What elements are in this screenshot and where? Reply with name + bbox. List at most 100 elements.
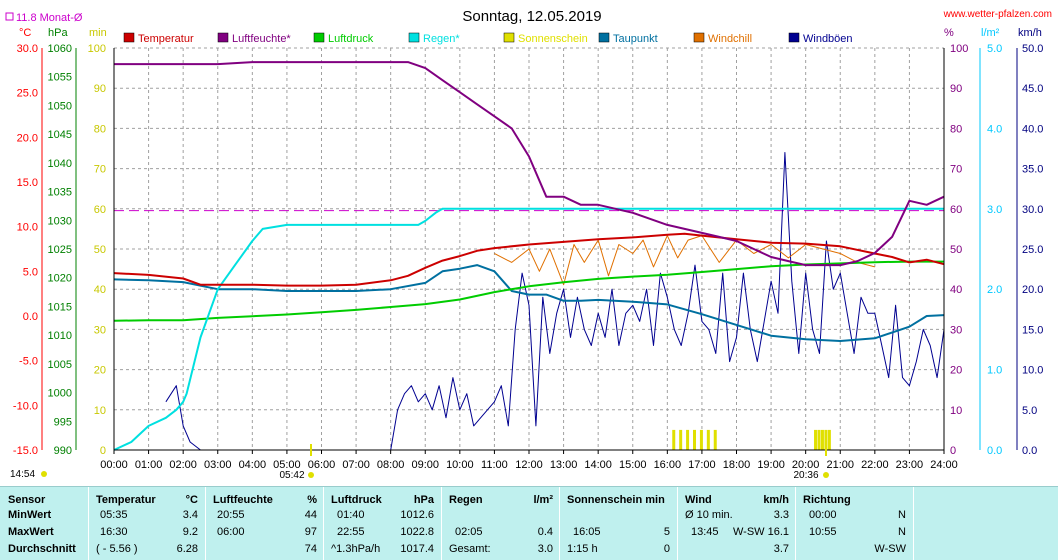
rain-tick-label: 4.0: [987, 123, 1002, 135]
humidity-tick-label: 30: [950, 324, 962, 336]
wind-tick-label: 30.0: [1022, 204, 1043, 216]
legend-label: Taupunkt: [613, 33, 658, 45]
stats-table: Sensor Temperatur °C Luftfeuchte % Luftd…: [0, 486, 1058, 560]
x-tick-label: 21:00: [826, 459, 854, 471]
x-tick-label: 20:00: [792, 459, 820, 471]
sunshine-tick-label: 50: [94, 244, 106, 256]
humidity-tick-label: 70: [950, 164, 962, 176]
series-windb-en: [165, 152, 945, 451]
hdr-rain-unit: l/m²: [533, 494, 553, 506]
sunset-time: 20:36: [793, 470, 818, 481]
max-wind-time: 13:45: [691, 526, 719, 538]
max-wind-dir: W-SW: [733, 526, 765, 538]
min-hum-val: 44: [304, 509, 317, 521]
pressure-tick-label: 1030: [48, 215, 72, 227]
sunshine-tick-label: 30: [94, 324, 106, 336]
site-link[interactable]: www.wetter-pfalzen.com: [943, 9, 1052, 20]
temperature-tick-label: -15.0: [13, 445, 38, 457]
min-press-val: 1012.6: [400, 509, 434, 521]
temperature-tick-label: 5.0: [23, 266, 38, 278]
sun-icon: [823, 472, 829, 478]
sunshine-tick-label: 60: [94, 204, 106, 216]
rain-tick-label: 3.0: [987, 204, 1002, 216]
wind-tick-label: 50.0: [1022, 43, 1043, 55]
min-temp-val: 3.4: [182, 509, 198, 521]
temp-unit: °C: [19, 27, 31, 39]
humidity-tick-label: 100: [950, 43, 968, 55]
max-press-time: 22:55: [337, 526, 365, 538]
x-tick-label: 00:00: [100, 459, 128, 471]
avg-wind-val: 3.7: [773, 543, 789, 555]
row-label-avg: Durchschnitt: [8, 543, 76, 555]
sunrise-marker: 05:42: [279, 444, 314, 481]
wind-tick-label: 35.0: [1022, 164, 1043, 176]
pressure-tick-label: 1025: [48, 244, 72, 256]
wind-tick-label: 10.0: [1022, 365, 1043, 377]
sunshine-bar: [814, 429, 818, 450]
max-sun-val: 5: [663, 526, 670, 538]
series-taupunkt: [113, 264, 945, 342]
pressure-tick-label: 1045: [48, 129, 72, 141]
chart-title: Sonntag, 12.05.2019: [462, 8, 601, 25]
x-tick-label: 18:00: [723, 459, 751, 471]
legend-swatch: [123, 32, 135, 43]
legend-label: Regen*: [423, 33, 460, 45]
col-sep: [795, 487, 796, 560]
wind-tick-label: 25.0: [1022, 244, 1043, 256]
sunshine-bar: [686, 429, 690, 450]
temperature-tick-label: 10.0: [17, 222, 38, 234]
sunshine-tick-label: 80: [94, 123, 106, 135]
hdr-hum-unit: %: [307, 494, 317, 506]
month-avg-icon: [5, 12, 14, 21]
month-avg-label: 11.8 Monat-Ø: [16, 12, 83, 24]
hdr-sun: Sonnenschein min: [567, 494, 665, 506]
avg-dir-val: W-SW: [874, 543, 906, 555]
sunshine-bar: [827, 429, 831, 450]
humidity-tick-label: 40: [950, 284, 962, 296]
max-dir-val: N: [898, 526, 906, 538]
pressure-tick-label: 1055: [48, 72, 72, 84]
pressure-tick-label: 990: [54, 445, 72, 457]
rain-tick-label: 5.0: [987, 43, 1002, 55]
pressure-tick-label: 995: [54, 416, 72, 428]
x-tick-label: 14:00: [584, 459, 612, 471]
legend-swatch: [598, 32, 610, 43]
sun-total-hours: 1:15 h: [567, 543, 598, 555]
wind-unit: km/h: [1018, 27, 1042, 39]
max-hum-time: 06:00: [217, 526, 245, 538]
temperature-tick-label: 30.0: [17, 43, 38, 55]
legend-item: Luftdruck: [313, 32, 374, 45]
weather-chart: Sonntag, 12.05.2019 www.wetter-pfalzen.c…: [5, 8, 1052, 481]
humidity-tick-label: 50: [950, 244, 962, 256]
min-temp-time: 05:35: [100, 509, 128, 521]
sun-icon: [41, 471, 47, 477]
rain-total-label: Gesamt:: [449, 543, 491, 555]
wind-tick-label: 20.0: [1022, 284, 1043, 296]
sunrise-time: 05:42: [279, 470, 304, 481]
sunshine-bar: [706, 429, 710, 450]
x-tick-label: 24:00: [930, 459, 958, 471]
humidity-tick-label: 0: [950, 445, 956, 457]
col-sep: [913, 487, 914, 560]
humidity-tick-label: 20: [950, 365, 962, 377]
max-rain-time: 02:05: [455, 526, 483, 538]
legend-label: Temperatur: [138, 33, 194, 45]
sunshine-tick-label: 90: [94, 83, 106, 95]
wind-tick-label: 5.0: [1022, 405, 1037, 417]
avg-hum-val: 74: [304, 543, 317, 555]
legend-swatch: [408, 32, 420, 43]
avg-press-val: 1017.4: [400, 543, 434, 555]
hdr-wind-unit: km/h: [763, 494, 789, 506]
x-tick-label: 23:00: [896, 459, 924, 471]
max-sun-time: 16:05: [573, 526, 601, 538]
row-label-max: MaxWert: [8, 526, 54, 538]
x-tick-label: 06:00: [308, 459, 336, 471]
humidity-tick-label: 80: [950, 123, 962, 135]
max-rain-val: 0.4: [537, 526, 553, 538]
min-dir-time: 00:00: [809, 509, 837, 521]
pressure-tick-label: 1000: [48, 388, 72, 400]
pressure-tick-label: 1050: [48, 100, 72, 112]
x-tick-label: 19:00: [757, 459, 785, 471]
sunshine-bar: [713, 429, 717, 450]
x-tick-label: 11:00: [481, 459, 508, 471]
